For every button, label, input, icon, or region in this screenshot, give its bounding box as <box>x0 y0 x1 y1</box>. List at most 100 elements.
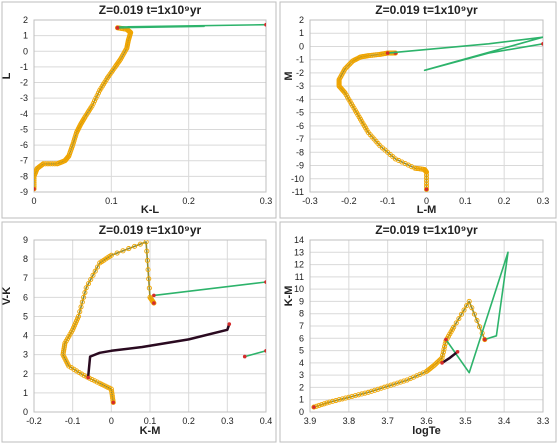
series-line-2 <box>445 251 509 374</box>
y-tick-label: 12 <box>294 260 304 270</box>
data-point <box>359 391 365 397</box>
y-tick-label: -11 <box>292 187 304 197</box>
x-axis-label: K-M <box>140 425 161 437</box>
y-tick-label: -2 <box>20 78 28 88</box>
end-marker <box>440 361 444 365</box>
y-tick-label: 3 <box>23 350 28 360</box>
series-line-1 <box>313 300 486 408</box>
y-tick-label: 4 <box>23 331 28 341</box>
series-line-2 <box>387 36 543 72</box>
y-tick-label: -6 <box>296 121 304 131</box>
x-tick-label: 3.5 <box>459 416 472 426</box>
data-point <box>34 180 37 186</box>
y-tick-label: 1 <box>23 31 28 41</box>
y-tick-label: -10 <box>291 174 304 184</box>
data-point <box>151 300 157 306</box>
data-point <box>471 311 477 317</box>
series-line-2 <box>116 23 266 29</box>
y-tick-label: -3 <box>20 93 28 103</box>
data-point <box>92 98 98 104</box>
data-point <box>378 385 384 391</box>
data-point <box>368 388 375 394</box>
x-tick-label: 0 <box>31 196 36 206</box>
data-point <box>362 390 368 396</box>
data-point <box>394 380 400 386</box>
data-point <box>344 63 351 69</box>
y-tick-label: -5 <box>296 108 304 118</box>
data-point <box>81 294 87 300</box>
y-tick-label: 2 <box>299 382 304 392</box>
data-point <box>90 272 96 278</box>
data-point <box>440 349 446 355</box>
end-marker <box>312 405 316 409</box>
data-point <box>324 400 330 406</box>
data-point <box>398 379 404 385</box>
data-point <box>342 66 348 72</box>
y-tick-label: 1 <box>23 388 28 398</box>
data-point <box>92 378 98 384</box>
data-point <box>34 182 37 188</box>
x-axis-label: K-L <box>141 204 160 216</box>
y-tick-label: 8 <box>23 254 28 264</box>
chart-panel-1: 0 0.1 0.2 0.3 -9 -8 -7 -6 -5 -4 -3 -2 -1 0 1 2 Z=0.019 t… <box>1 1 277 219</box>
data-layer <box>60 240 266 405</box>
end-marker <box>264 22 266 27</box>
chart-title: Z=0.019 t=1x10⁹yr <box>99 223 202 237</box>
data-point <box>108 252 114 258</box>
plot-area <box>33 239 267 413</box>
end-marker <box>242 354 247 359</box>
data-point <box>347 61 353 67</box>
x-tick-label: 0.4 <box>260 416 273 426</box>
y-tick-label: 6 <box>299 333 304 343</box>
x-tick-label: 0.1 <box>144 416 157 426</box>
y-tick-label: 7 <box>299 321 304 331</box>
x-tick-label: 3.7 <box>381 416 394 426</box>
data-point <box>62 342 68 348</box>
end-marker <box>482 337 487 342</box>
panel-frame <box>1 221 277 443</box>
chart-title: Z=0.019 t=1x10⁹yr <box>99 3 202 17</box>
y-tick-label: 13 <box>294 247 304 257</box>
plot-area <box>309 239 544 413</box>
series-line-3 <box>441 350 459 364</box>
data-layer <box>336 36 543 192</box>
end-marker <box>385 51 390 55</box>
end-marker <box>444 337 448 342</box>
y-tick-label: -1 <box>20 62 28 72</box>
x-tick-label: -0.1 <box>65 416 81 426</box>
x-tick-label: -0.1 <box>380 196 396 206</box>
data-point <box>126 246 132 252</box>
data-point <box>438 356 444 362</box>
y-tick-label: 5 <box>299 346 304 356</box>
data-point <box>372 387 378 393</box>
y-tick-label: -7 <box>296 134 304 144</box>
y-tick-label: -5 <box>20 124 28 134</box>
data-point <box>355 392 362 398</box>
end-marker <box>111 400 116 405</box>
data-point <box>321 401 327 407</box>
y-tick-label: 2 <box>23 15 28 25</box>
data-point <box>131 243 138 249</box>
x-tick-label: 3.6 <box>420 416 433 426</box>
x-tick-label: 0 <box>109 416 114 426</box>
data-point <box>343 65 349 71</box>
end-marker <box>455 350 460 354</box>
data-point <box>94 264 101 270</box>
y-tick-label: -8 <box>296 147 304 157</box>
data-point <box>466 298 472 304</box>
end-marker <box>227 322 232 326</box>
y-tick-label: 6 <box>23 292 28 302</box>
y-axis-label: M <box>283 71 295 80</box>
data-point <box>423 181 430 187</box>
end-marker <box>264 280 266 284</box>
x-tick-label: 0 <box>424 196 429 206</box>
y-tick-label: -4 <box>20 109 28 119</box>
y-axis-label: K-M <box>283 286 295 307</box>
panel-frame <box>279 221 557 443</box>
y-tick-label: 8 <box>299 309 304 319</box>
data-point <box>83 285 89 291</box>
series-line-2 <box>153 281 266 297</box>
data-point <box>333 397 339 404</box>
data-layer <box>311 251 509 410</box>
series-line-4 <box>86 323 231 378</box>
